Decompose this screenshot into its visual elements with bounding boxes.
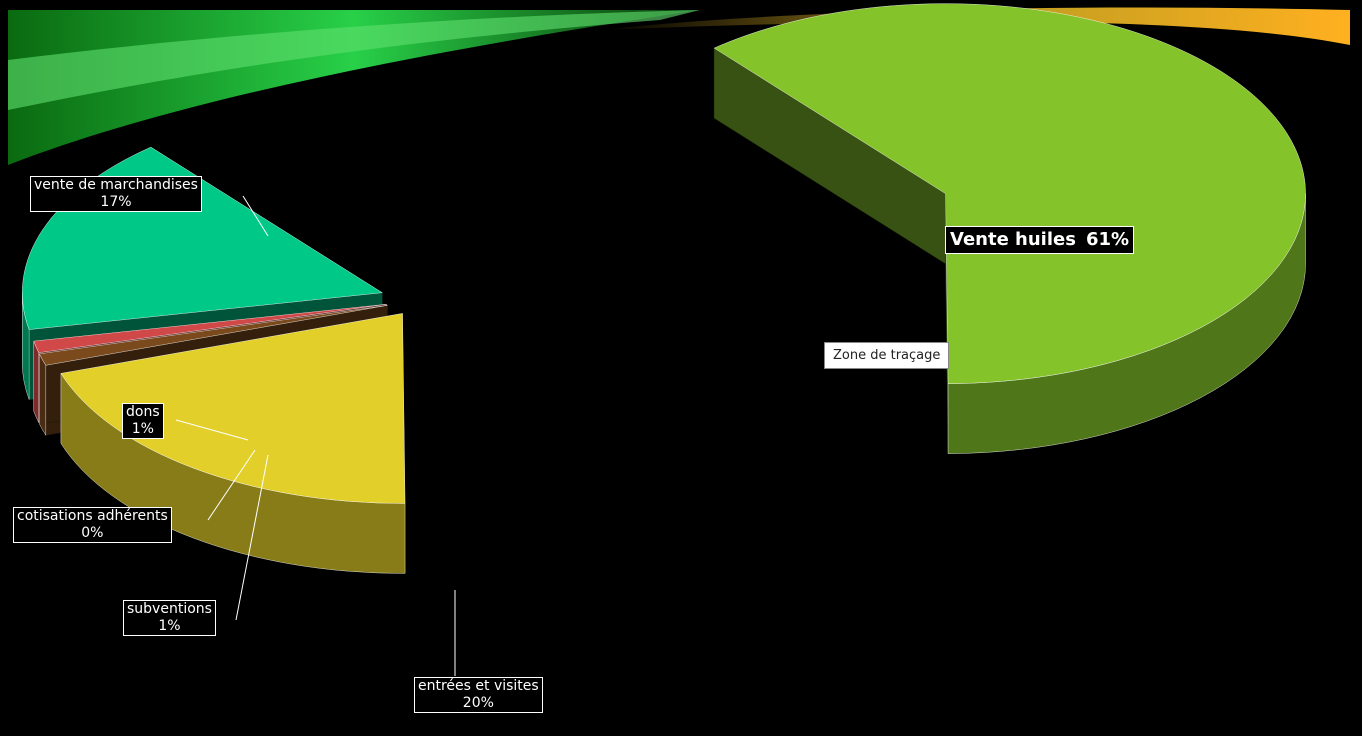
leader-lines — [175, 195, 456, 676]
data-label: vente de marchandises 17% — [30, 176, 202, 212]
tooltip: Zone de traçage — [824, 342, 950, 369]
background-swoosh — [8, 7, 1350, 165]
pie-slice — [713, 3, 1306, 384]
value-label: 61% — [1085, 229, 1130, 250]
category-label: subventions — [127, 601, 212, 617]
data-label: Vente huiles 61% — [945, 226, 1135, 254]
value-label: 17% — [100, 194, 132, 210]
value-label: 1% — [131, 421, 154, 437]
data-label: entrées et visites 20% — [414, 677, 543, 713]
pie-slice-group — [713, 3, 1306, 454]
slice-rim — [39, 353, 47, 437]
category-label: Vente huiles — [950, 229, 1076, 250]
category-label: cotisations adhérents — [17, 508, 168, 524]
value-label: 0% — [81, 525, 104, 541]
category-label: dons — [126, 404, 160, 420]
slice-rim — [33, 341, 40, 423]
pie-slice — [60, 313, 406, 504]
value-label: 20% — [462, 695, 494, 711]
data-label: subventions 1% — [123, 600, 216, 636]
category-label: vente de marchandises — [34, 177, 198, 193]
value-label: 1% — [158, 618, 181, 634]
category-label: entrées et visites — [418, 678, 539, 694]
data-label: cotisations adhérents 0% — [13, 507, 172, 543]
data-label: dons 1% — [122, 403, 164, 439]
pie-slice — [33, 304, 387, 353]
pie-slice — [39, 305, 388, 366]
